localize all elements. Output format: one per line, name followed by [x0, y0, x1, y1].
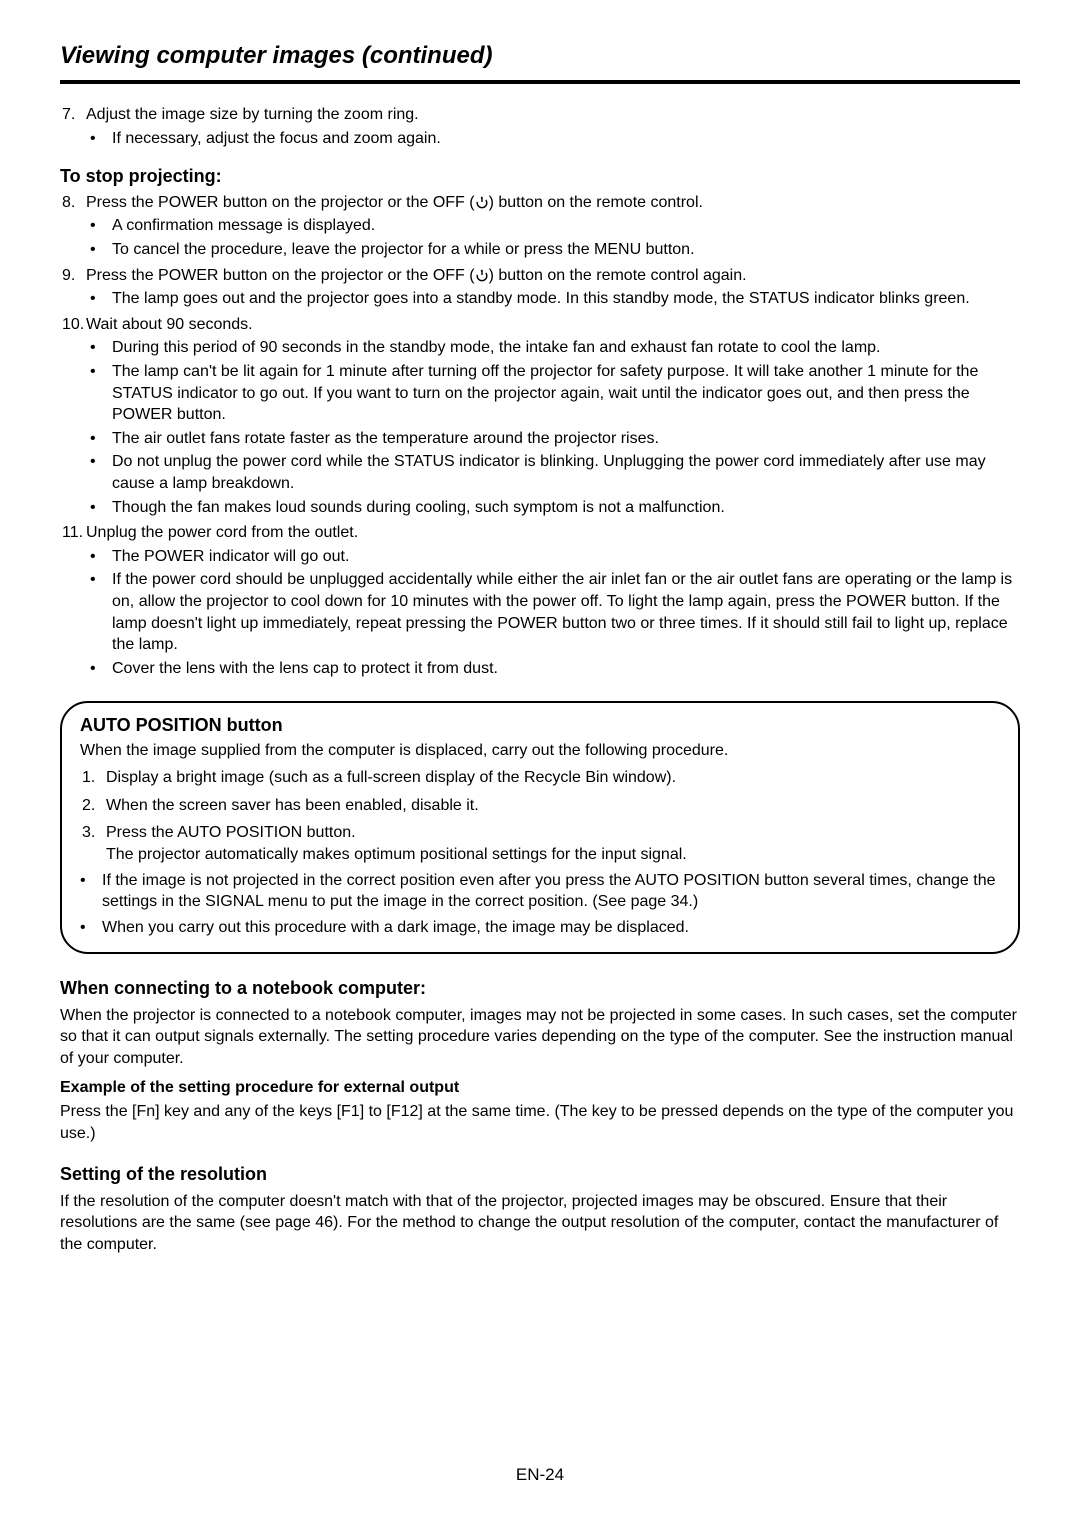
- bullet-marker: •: [90, 658, 112, 680]
- bullet-item: • Though the fan makes loud sounds durin…: [90, 497, 1020, 519]
- callout-intro: When the image supplied from the compute…: [80, 740, 1000, 762]
- step-number: 9.: [60, 265, 86, 287]
- bullet-text: The POWER indicator will go out.: [112, 546, 1020, 568]
- bullet-item: • If the power cord should be unplugged …: [90, 569, 1020, 655]
- bullet-text: Do not unplug the power cord while the S…: [112, 451, 1020, 494]
- example-paragraph: Press the [Fn] key and any of the keys […: [60, 1101, 1020, 1144]
- bullet-marker: •: [80, 870, 102, 913]
- bullet-marker: •: [80, 917, 102, 939]
- power-icon: [475, 195, 489, 209]
- step-number: 3.: [80, 822, 106, 865]
- bullet-text: Though the fan makes loud sounds during …: [112, 497, 1020, 519]
- step-number: 10.: [60, 314, 86, 336]
- step-number: 2.: [80, 795, 106, 817]
- callout-step-2: 2. When the screen saver has been enable…: [80, 795, 1000, 817]
- auto-position-callout: AUTO POSITION button When the image supp…: [60, 701, 1020, 954]
- text-part-a: Press the POWER button on the projector …: [86, 194, 475, 211]
- step-3-line1: Press the AUTO POSITION button.: [106, 824, 356, 841]
- step-number: 1.: [80, 767, 106, 789]
- callout-bullet: • If the image is not projected in the c…: [80, 870, 1000, 913]
- bullet-item: • The air outlet fans rotate faster as t…: [90, 428, 1020, 450]
- step-number: 7.: [60, 104, 86, 126]
- step-9: 9. Press the POWER button on the project…: [60, 265, 1020, 287]
- text-part-a: Press the POWER button on the projector …: [86, 267, 475, 284]
- step-text: Display a bright image (such as a full-s…: [106, 767, 1000, 789]
- resolution-heading: Setting of the resolution: [60, 1162, 1020, 1186]
- bullet-marker: •: [90, 288, 112, 310]
- stop-projecting-heading: To stop projecting:: [60, 164, 1020, 188]
- callout-step-3: 3. Press the AUTO POSITION button. The p…: [80, 822, 1000, 865]
- step-11: 11. Unplug the power cord from the outle…: [60, 522, 1020, 544]
- step-number: 11.: [60, 522, 86, 544]
- bullet-text: The lamp can't be lit again for 1 minute…: [112, 361, 1020, 426]
- step-7: 7. Adjust the image size by turning the …: [60, 104, 1020, 126]
- bullet-item: • The lamp can't be lit again for 1 minu…: [90, 361, 1020, 426]
- step-number: 8.: [60, 192, 86, 214]
- page-number: EN-24: [0, 1464, 1080, 1487]
- bullet-marker: •: [90, 215, 112, 237]
- notebook-heading: When connecting to a notebook computer:: [60, 976, 1020, 1000]
- bullet-text: If the power cord should be unplugged ac…: [112, 569, 1020, 655]
- title-divider: [60, 80, 1020, 84]
- bullet-text: During this period of 90 seconds in the …: [112, 337, 1020, 359]
- bullet-text: Cover the lens with the lens cap to prot…: [112, 658, 1020, 680]
- step-3-line2: The projector automatically makes optimu…: [106, 846, 687, 863]
- callout-bullet: • When you carry out this procedure with…: [80, 917, 1000, 939]
- bullet-marker: •: [90, 497, 112, 519]
- callout-step-1: 1. Display a bright image (such as a ful…: [80, 767, 1000, 789]
- step-text: Unplug the power cord from the outlet.: [86, 522, 1020, 544]
- step-text: Adjust the image size by turning the zoo…: [86, 104, 1020, 126]
- bullet-text: The lamp goes out and the projector goes…: [112, 288, 1020, 310]
- bullet-marker: •: [90, 337, 112, 359]
- bullet-text: When you carry out this procedure with a…: [102, 917, 1000, 939]
- page-title: Viewing computer images (continued): [60, 40, 1020, 72]
- bullet-item: • During this period of 90 seconds in th…: [90, 337, 1020, 359]
- callout-title: AUTO POSITION button: [80, 713, 1000, 737]
- power-icon: [475, 268, 489, 282]
- bullet-item: • Cover the lens with the lens cap to pr…: [90, 658, 1020, 680]
- step-text: When the screen saver has been enabled, …: [106, 795, 1000, 817]
- step-text: Press the POWER button on the projector …: [86, 192, 1020, 214]
- bullet-marker: •: [90, 128, 112, 150]
- text-part-b: ) button on the remote control again.: [489, 267, 747, 284]
- bullet-text: If necessary, adjust the focus and zoom …: [112, 128, 1020, 150]
- bullet-item: • The POWER indicator will go out.: [90, 546, 1020, 568]
- step-8: 8. Press the POWER button on the project…: [60, 192, 1020, 214]
- bullet-marker: •: [90, 428, 112, 450]
- step-10: 10. Wait about 90 seconds.: [60, 314, 1020, 336]
- example-heading: Example of the setting procedure for ext…: [60, 1077, 1020, 1099]
- bullet-item: • To cancel the procedure, leave the pro…: [90, 239, 1020, 261]
- bullet-marker: •: [90, 569, 112, 655]
- bullet-item: • If necessary, adjust the focus and zoo…: [90, 128, 1020, 150]
- bullet-marker: •: [90, 546, 112, 568]
- resolution-paragraph: If the resolution of the computer doesn'…: [60, 1191, 1020, 1256]
- text-part-b: ) button on the remote control.: [489, 194, 703, 211]
- bullet-text: A confirmation message is displayed.: [112, 215, 1020, 237]
- bullet-text: To cancel the procedure, leave the proje…: [112, 239, 1020, 261]
- bullet-item: • A confirmation message is displayed.: [90, 215, 1020, 237]
- bullet-text: If the image is not projected in the cor…: [102, 870, 1000, 913]
- step-text: Wait about 90 seconds.: [86, 314, 1020, 336]
- bullet-marker: •: [90, 451, 112, 494]
- bullet-text: The air outlet fans rotate faster as the…: [112, 428, 1020, 450]
- bullet-marker: •: [90, 361, 112, 426]
- bullet-item: • Do not unplug the power cord while the…: [90, 451, 1020, 494]
- step-text: Press the POWER button on the projector …: [86, 265, 1020, 287]
- notebook-paragraph: When the projector is connected to a not…: [60, 1005, 1020, 1070]
- bullet-item: • The lamp goes out and the projector go…: [90, 288, 1020, 310]
- bullet-marker: •: [90, 239, 112, 261]
- step-text: Press the AUTO POSITION button. The proj…: [106, 822, 1000, 865]
